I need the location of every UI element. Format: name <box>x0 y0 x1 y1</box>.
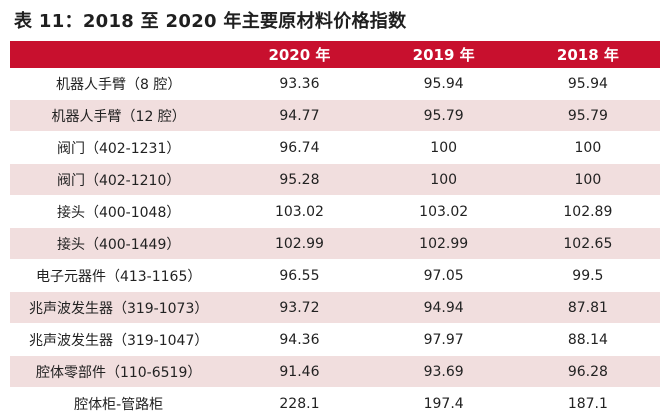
value-2018-cell: 96.28 <box>515 355 660 388</box>
value-2018-cell: 87.81 <box>515 291 660 324</box>
material-name-cell: 电子元器件（413-1165） <box>10 259 228 292</box>
material-name-cell: 阀门（402-1210） <box>10 163 228 196</box>
value-2018-cell: 100 <box>515 131 660 164</box>
header-cell-2019: 2019 年 <box>371 41 516 68</box>
table-row: 腔体零部件（110-6519） 91.46 93.69 96.28 <box>10 355 660 388</box>
value-2019-cell: 100 <box>371 131 516 164</box>
page-title: 表 11：2018 至 2020 年主要原材料价格指数 <box>14 11 407 32</box>
material-name-cell: 腔体柜-管路柜 <box>10 387 228 420</box>
value-2020-cell: 228.1 <box>227 387 372 420</box>
value-2018-cell: 88.14 <box>515 323 660 356</box>
value-2018-cell: 95.94 <box>515 68 660 100</box>
value-2019-cell: 100 <box>371 163 516 196</box>
value-2018-cell: 95.79 <box>515 99 660 132</box>
value-2020-cell: 103.02 <box>227 195 372 228</box>
value-2018-cell: 102.65 <box>515 227 660 260</box>
table-row: 电子元器件（413-1165） 96.55 97.05 99.5 <box>10 259 660 292</box>
value-2020-cell: 94.77 <box>227 99 372 132</box>
price-index-table: 2020 年 2019 年 2018 年 机器人手臂（8 腔） 93.36 95… <box>10 41 660 420</box>
table-row: 兆声波发生器（319-1047） 94.36 97.97 88.14 <box>10 323 660 356</box>
value-2019-cell: 102.99 <box>371 227 516 260</box>
table-row: 阀门（402-1231） 96.74 100 100 <box>10 131 660 164</box>
value-2020-cell: 91.46 <box>227 355 372 388</box>
material-name-cell: 阀门（402-1231） <box>10 131 228 164</box>
material-name-cell: 机器人手臂（8 腔） <box>10 68 228 100</box>
value-2018-cell: 100 <box>515 163 660 196</box>
value-2020-cell: 93.72 <box>227 291 372 324</box>
table-row: 接头（400-1048） 103.02 103.02 102.89 <box>10 195 660 228</box>
value-2020-cell: 102.99 <box>227 227 372 260</box>
material-name-cell: 机器人手臂（12 腔） <box>10 99 228 132</box>
table-row: 接头（400-1449） 102.99 102.99 102.65 <box>10 227 660 260</box>
value-2019-cell: 93.69 <box>371 355 516 388</box>
value-2020-cell: 96.55 <box>227 259 372 292</box>
value-2020-cell: 93.36 <box>227 68 372 100</box>
value-2019-cell: 103.02 <box>371 195 516 228</box>
table-row: 机器人手臂（12 腔） 94.77 95.79 95.79 <box>10 99 660 132</box>
table-row: 阀门（402-1210） 95.28 100 100 <box>10 163 660 196</box>
value-2020-cell: 94.36 <box>227 323 372 356</box>
table-row: 机器人手臂（8 腔） 93.36 95.94 95.94 <box>10 68 660 100</box>
material-name-cell: 接头（400-1449） <box>10 227 228 260</box>
value-2018-cell: 102.89 <box>515 195 660 228</box>
value-2019-cell: 97.05 <box>371 259 516 292</box>
header-cell-material <box>10 41 228 68</box>
header-cell-2018: 2018 年 <box>515 41 660 68</box>
header-cell-2020: 2020 年 <box>227 41 372 68</box>
value-2019-cell: 94.94 <box>371 291 516 324</box>
value-2019-cell: 95.79 <box>371 99 516 132</box>
table-row: 腔体柜-管路柜 228.1 197.4 187.1 <box>10 387 660 420</box>
value-2018-cell: 187.1 <box>515 387 660 420</box>
table-row: 兆声波发生器（319-1073） 93.72 94.94 87.81 <box>10 291 660 324</box>
value-2018-cell: 99.5 <box>515 259 660 292</box>
value-2019-cell: 95.94 <box>371 68 516 100</box>
value-2019-cell: 97.97 <box>371 323 516 356</box>
material-name-cell: 接头（400-1048） <box>10 195 228 228</box>
material-name-cell: 兆声波发生器（319-1073） <box>10 291 228 324</box>
value-2020-cell: 96.74 <box>227 131 372 164</box>
value-2020-cell: 95.28 <box>227 163 372 196</box>
material-name-cell: 兆声波发生器（319-1047） <box>10 323 228 356</box>
value-2019-cell: 197.4 <box>371 387 516 420</box>
table-header-row: 2020 年 2019 年 2018 年 <box>10 41 660 68</box>
material-name-cell: 腔体零部件（110-6519） <box>10 355 228 388</box>
